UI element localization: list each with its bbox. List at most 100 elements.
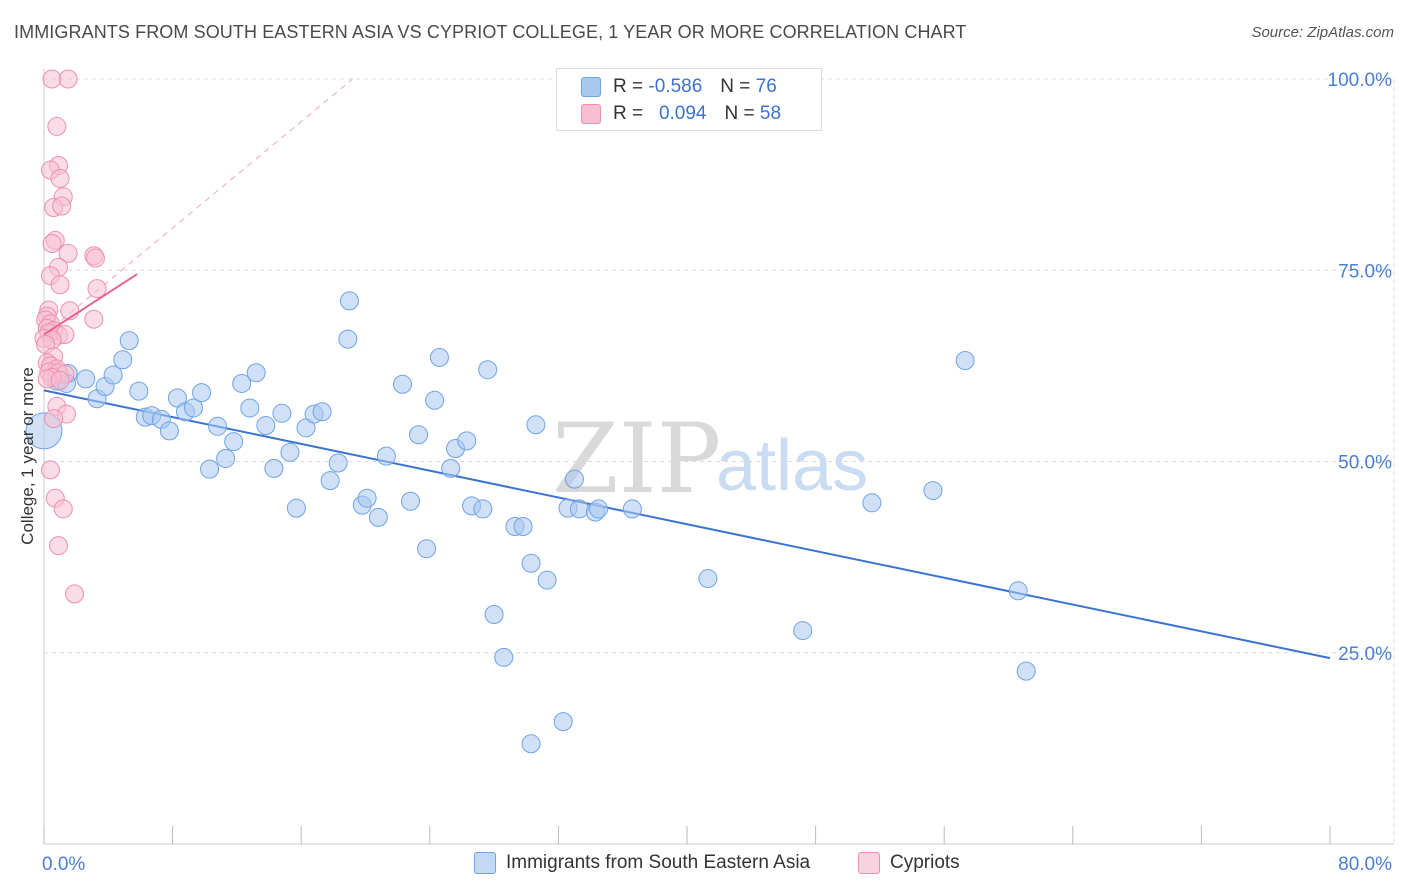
point-southeast-asia	[113, 350, 133, 370]
point-southeast-asia	[208, 416, 228, 436]
y-tick-label: 50.0%	[1338, 453, 1392, 474]
point-southeast-asia	[232, 373, 252, 393]
series-legend-label: Cypriots	[890, 852, 960, 873]
point-cypriots	[42, 233, 62, 253]
y-axis-title: College, 1 year or more	[18, 367, 37, 545]
point-southeast-asia	[564, 469, 584, 489]
point-southeast-asia	[280, 442, 300, 462]
point-southeast-asia	[357, 488, 377, 508]
legend-n-value: 76	[755, 76, 777, 97]
point-southeast-asia	[286, 498, 306, 518]
axes	[43, 69, 1394, 845]
trend-line-pink-extended	[43, 78, 353, 335]
point-southeast-asia	[589, 499, 609, 519]
point-southeast-asia	[425, 390, 445, 410]
point-southeast-asia	[392, 374, 412, 394]
point-cypriots	[40, 460, 60, 480]
point-cypriots	[50, 168, 70, 188]
point-southeast-asia	[521, 734, 541, 754]
point-southeast-asia	[76, 369, 96, 389]
point-southeast-asia	[240, 398, 260, 418]
series-legend-label: Immigrants from South Eastern Asia	[506, 852, 811, 873]
point-southeast-asia	[246, 363, 266, 383]
point-southeast-asia	[478, 360, 498, 380]
point-southeast-asia	[955, 351, 975, 371]
point-southeast-asia	[159, 421, 179, 441]
watermark-zip: ZIP	[552, 403, 721, 515]
x-tick-label: 80.0%	[1338, 854, 1392, 875]
trend-line-pink	[43, 273, 138, 336]
series-swatch-pink	[858, 852, 880, 874]
point-southeast-asia	[473, 499, 493, 519]
legend-r-value: -0.586	[648, 76, 703, 97]
point-southeast-asia	[537, 570, 557, 590]
point-cypriots	[85, 248, 105, 268]
point-cypriots	[52, 196, 72, 216]
y-tick-label: 75.0%	[1338, 261, 1392, 282]
tick-labels: 25.0% 50.0% 75.0% 100.0% 0.0% 80.0%	[42, 70, 1392, 875]
point-southeast-asia	[368, 507, 388, 527]
point-southeast-asia	[793, 621, 813, 641]
point-cypriots	[48, 536, 68, 556]
point-cypriots	[87, 279, 107, 299]
point-southeast-asia	[409, 425, 429, 445]
series-legend-item-pink[interactable]: Cypriots	[858, 852, 960, 874]
point-southeast-asia	[923, 481, 943, 501]
legend-r-value: 0.094	[658, 103, 707, 124]
point-southeast-asia	[569, 499, 589, 519]
series-legend: Immigrants from South Eastern Asia Cypri…	[0, 852, 1406, 878]
point-southeast-asia	[526, 415, 546, 435]
y-tick-label: 100.0%	[1328, 70, 1393, 91]
watermark-atlas: atlas	[716, 426, 868, 506]
data-points	[25, 69, 1036, 754]
point-southeast-asia	[401, 491, 421, 511]
point-cypriots	[44, 409, 64, 429]
point-southeast-asia	[119, 331, 139, 351]
point-southeast-asia	[862, 493, 882, 513]
point-southeast-asia	[457, 431, 477, 451]
point-southeast-asia	[328, 453, 348, 473]
point-southeast-asia	[264, 458, 284, 478]
legend-swatch-pink	[581, 104, 601, 124]
legend-swatch-blue	[581, 77, 601, 97]
point-southeast-asia	[320, 471, 340, 491]
point-southeast-asia	[376, 446, 396, 466]
legend-row-blue: R = -0.586 N = 76	[581, 76, 777, 98]
point-southeast-asia	[494, 647, 514, 667]
trend-lines	[43, 78, 1331, 660]
legend-n-value: 58	[759, 103, 782, 124]
point-cypriots	[58, 243, 78, 263]
point-cypriots	[50, 275, 70, 295]
legend-r-label: R =	[613, 103, 644, 124]
point-southeast-asia	[484, 605, 504, 624]
point-southeast-asia	[339, 291, 359, 311]
point-southeast-asia	[1008, 581, 1028, 601]
series-legend-item-blue[interactable]: Immigrants from South Eastern Asia	[474, 852, 810, 874]
point-southeast-asia	[622, 499, 642, 519]
point-southeast-asia	[272, 403, 292, 423]
point-southeast-asia	[698, 569, 718, 589]
source-label: Source: ZipAtlas.com	[1251, 24, 1394, 41]
point-southeast-asia	[312, 402, 332, 422]
point-southeast-asia	[441, 458, 461, 478]
x-tick-label: 0.0%	[42, 854, 85, 875]
point-southeast-asia	[129, 381, 149, 401]
point-southeast-asia	[103, 365, 123, 385]
point-southeast-asia	[200, 459, 220, 479]
point-cypriots	[50, 370, 70, 390]
legend-r-label: R =	[613, 76, 644, 97]
point-southeast-asia	[216, 448, 236, 468]
point-southeast-asia	[521, 553, 541, 573]
point-southeast-asia	[553, 712, 573, 732]
point-cypriots	[65, 584, 85, 604]
point-southeast-asia	[224, 432, 244, 452]
point-southeast-asia	[513, 517, 533, 537]
point-southeast-asia	[183, 398, 203, 418]
point-cypriots	[42, 69, 62, 89]
point-southeast-asia	[1016, 661, 1036, 681]
chart-title: IMMIGRANTS FROM SOUTH EASTERN ASIA VS CY…	[14, 22, 967, 42]
legend-n-label: N =	[724, 103, 755, 124]
point-cypriots	[47, 116, 67, 136]
watermark: ZIP atlas	[552, 403, 868, 515]
